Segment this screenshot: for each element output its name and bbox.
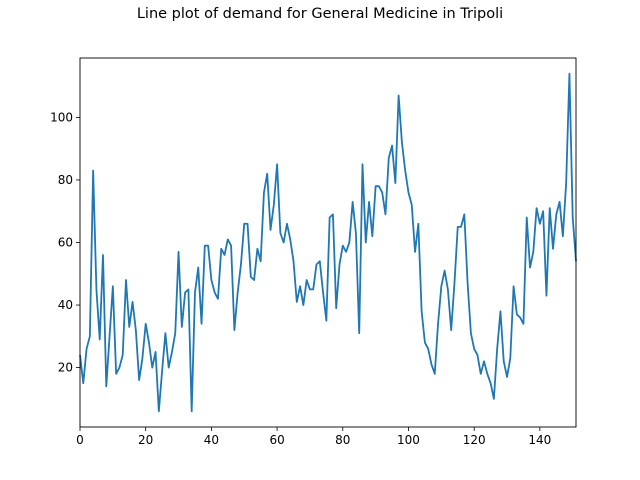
y-tick-label: 60 <box>58 236 73 250</box>
x-tick-label: 120 <box>463 433 486 447</box>
axis-ticks: 0 20 40 60 80 100 120 140 20 40 60 80 100 <box>50 110 551 447</box>
plot-frame <box>79 57 577 428</box>
x-tick-label: 80 <box>335 433 350 447</box>
chart-title: Line plot of demand for General Medicine… <box>136 6 504 22</box>
y-tick-label: 80 <box>58 173 73 187</box>
series-line <box>79 72 577 413</box>
x-tick-label: 140 <box>528 433 551 447</box>
x-tick-label: 40 <box>204 433 219 447</box>
x-tick-label: 0 <box>76 433 84 447</box>
x-tick-label: 60 <box>269 433 284 447</box>
y-tick-label: 40 <box>58 298 73 312</box>
y-tick-label: 20 <box>58 361 73 375</box>
x-tick-label: 20 <box>138 433 153 447</box>
y-tick-label: 100 <box>50 110 73 124</box>
x-tick-label: 100 <box>397 433 420 447</box>
